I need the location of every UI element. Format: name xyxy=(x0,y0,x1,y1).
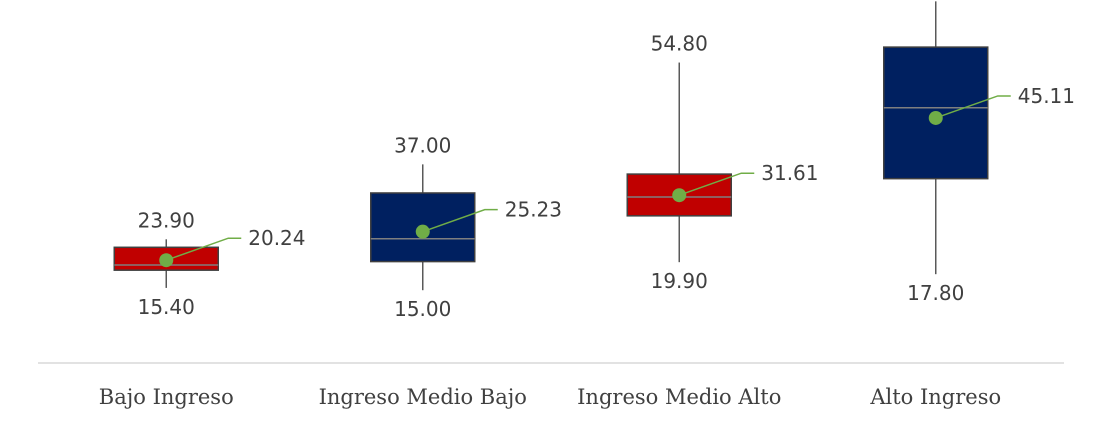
mean-label-ingreso-medio-bajo: 25.23 xyxy=(505,198,562,222)
min-label-ingreso-medio-bajo: 15.00 xyxy=(394,297,451,321)
min-label-alto-ingreso: 17.80 xyxy=(907,281,964,305)
mean-label-bajo-ingreso: 20.24 xyxy=(248,226,305,250)
max-label-ingreso-medio-alto: 54.80 xyxy=(651,32,708,56)
max-label-bajo-ingreso: 23.90 xyxy=(138,208,195,232)
mean-marker-ingreso-medio-alto xyxy=(672,188,687,203)
mean-marker-bajo-ingreso xyxy=(159,253,174,268)
mean-marker-alto-ingreso xyxy=(928,110,943,125)
mean-leader-line-alto-ingreso xyxy=(935,95,1011,119)
category-label-bajo-ingreso: Bajo Ingreso xyxy=(99,385,234,409)
mean-leader-line-ingreso-medio-alto xyxy=(678,172,755,196)
min-label-ingreso-medio-alto: 19.90 xyxy=(651,269,708,293)
mean-leader-line-bajo-ingreso xyxy=(165,237,242,261)
min-label-bajo-ingreso: 15.40 xyxy=(138,295,195,319)
mean-leader-line-ingreso-medio-bajo xyxy=(422,208,498,233)
category-label-ingreso-medio-alto: Ingreso Medio Alto xyxy=(577,385,781,409)
max-label-ingreso-medio-bajo: 37.00 xyxy=(394,133,451,157)
mean-label-alto-ingreso: 45.11 xyxy=(1018,84,1075,108)
mean-marker-ingreso-medio-bajo xyxy=(415,224,430,239)
category-label-alto-ingreso: Alto Ingreso xyxy=(869,385,1001,409)
category-label-ingreso-medio-bajo: Ingreso Medio Bajo xyxy=(319,385,527,409)
mean-label-ingreso-medio-alto: 31.61 xyxy=(761,161,818,185)
